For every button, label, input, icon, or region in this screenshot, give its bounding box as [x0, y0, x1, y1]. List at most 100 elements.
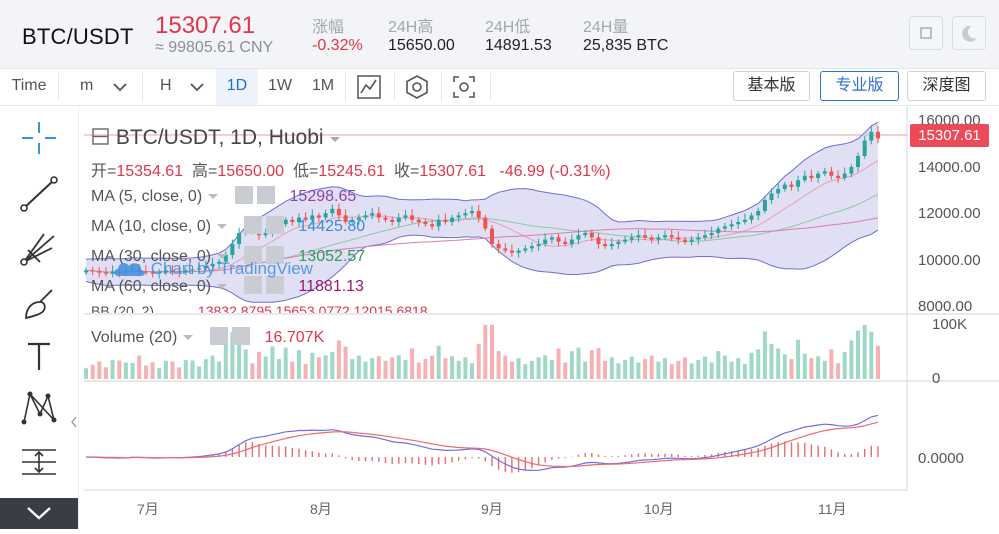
- volume-bar: [782, 354, 787, 379]
- volume-bar: [543, 355, 548, 379]
- interval-1d[interactable]: 1D: [216, 69, 258, 105]
- volume-bar: [762, 331, 767, 379]
- candle: [829, 167, 834, 180]
- volume-bar: [536, 357, 541, 379]
- candle: [649, 234, 654, 244]
- chevron-down-icon[interactable]: [216, 283, 228, 291]
- cny-price: ≈ 99805.61 CNY: [155, 39, 274, 56]
- volume-bar: [649, 355, 654, 379]
- volume-bar: [130, 363, 135, 379]
- candle: [104, 267, 108, 277]
- candle: [776, 182, 781, 199]
- pro-view-button[interactable]: 专业版: [820, 71, 899, 101]
- volume-bar: [350, 359, 355, 379]
- volume-bar: [297, 350, 301, 379]
- pattern-icon[interactable]: [14, 386, 64, 430]
- close-icon[interactable]: [265, 246, 284, 264]
- chevron-down-icon[interactable]: [216, 253, 228, 261]
- volume-bar: [643, 359, 648, 379]
- volume-tick: 100K: [932, 316, 968, 333]
- pair-name[interactable]: BTC/USDT: [22, 24, 134, 49]
- gear-icon[interactable]: [210, 327, 229, 345]
- volume-bar: [84, 368, 88, 379]
- gear-icon[interactable]: [243, 246, 262, 264]
- chevron-down-icon[interactable]: [182, 334, 194, 342]
- volume-bar: [603, 360, 608, 379]
- chevron-down-icon[interactable]: [329, 136, 341, 144]
- volume-bar: [769, 343, 774, 379]
- ma60-value: 11881.13: [298, 278, 364, 295]
- volume-bar: [483, 324, 488, 379]
- close-icon[interactable]: [265, 216, 284, 234]
- depth-chart-button[interactable]: 深度图: [907, 71, 986, 101]
- ma60-legend: MA (60, close, 0) 11881.13: [91, 276, 364, 296]
- crosshair-icon[interactable]: [14, 116, 64, 160]
- tradingview-watermark[interactable]: Chart by TradingView: [112, 258, 313, 279]
- volume-bar: [123, 362, 128, 379]
- trend-line-icon[interactable]: [14, 172, 64, 216]
- volume-bar: [709, 362, 714, 379]
- time-button[interactable]: Time: [11, 77, 47, 94]
- ma5-value: 15298.65: [289, 188, 357, 205]
- close-icon[interactable]: [232, 327, 251, 345]
- settings-hexagon-icon[interactable]: [404, 74, 430, 100]
- text-icon[interactable]: [14, 334, 64, 378]
- change-value: -46.99 (-0.31%): [499, 163, 611, 180]
- candle: [822, 167, 827, 177]
- volume-bar: [836, 363, 841, 379]
- theme-toggle-button[interactable]: [952, 16, 986, 50]
- volume-bar: [430, 355, 435, 379]
- chevron-left-icon[interactable]: [70, 416, 78, 428]
- volume-bar: [163, 360, 168, 379]
- chevron-down-icon[interactable]: [207, 193, 219, 201]
- collapse-icon[interactable]: [92, 128, 110, 146]
- candle: [523, 244, 528, 254]
- volume-bar: [190, 360, 195, 379]
- volume-bar: [177, 367, 182, 379]
- time-tick: 10月: [644, 501, 674, 517]
- screenshot-icon[interactable]: [452, 75, 476, 99]
- macd-tick: 0.0000: [918, 450, 964, 467]
- close-icon[interactable]: [265, 276, 284, 294]
- collapse-tools-button[interactable]: [0, 498, 78, 529]
- volume-bar: [849, 340, 854, 379]
- time-tick: 8月: [310, 501, 332, 517]
- open-value: 15354.61: [116, 163, 184, 180]
- volume-bar: [529, 360, 534, 379]
- brush-icon[interactable]: [14, 282, 64, 326]
- chevron-down-icon[interactable]: [190, 82, 204, 92]
- chart-type-icon[interactable]: [357, 75, 383, 99]
- interval-1m[interactable]: 1M: [311, 77, 335, 94]
- volume-bar: [104, 367, 108, 379]
- fib-fan-icon[interactable]: [14, 226, 64, 270]
- minute-dropdown[interactable]: m: [70, 69, 120, 105]
- basic-view-button[interactable]: 基本版: [733, 71, 810, 101]
- candle: [663, 230, 667, 240]
- interval-1w[interactable]: 1W: [268, 77, 292, 94]
- volume-bar: [663, 358, 667, 379]
- volume-bar: [323, 355, 328, 379]
- candle: [416, 217, 421, 227]
- volume-bar: [243, 349, 248, 379]
- volume-bar: [496, 351, 501, 379]
- close-icon[interactable]: [257, 186, 276, 204]
- candle: [869, 126, 874, 145]
- candle: [782, 182, 787, 192]
- volume-bar: [376, 356, 381, 379]
- volume-bar: [842, 351, 847, 379]
- volume-bar: [516, 358, 521, 379]
- gear-icon[interactable]: [243, 276, 262, 294]
- volume-bar: [669, 364, 674, 379]
- hour-dropdown[interactable]: H: [150, 69, 200, 105]
- bb-label: BB (20, 2): [91, 303, 155, 313]
- gear-icon[interactable]: [243, 216, 262, 234]
- fullscreen-button[interactable]: [909, 16, 943, 50]
- volume-bar: [503, 355, 508, 379]
- measure-icon[interactable]: [14, 440, 64, 484]
- candle: [496, 239, 501, 254]
- candle: [703, 229, 707, 240]
- candle: [849, 164, 854, 178]
- gear-icon[interactable]: [235, 186, 254, 204]
- chevron-down-icon[interactable]: [113, 82, 127, 92]
- chevron-down-icon[interactable]: [216, 223, 228, 231]
